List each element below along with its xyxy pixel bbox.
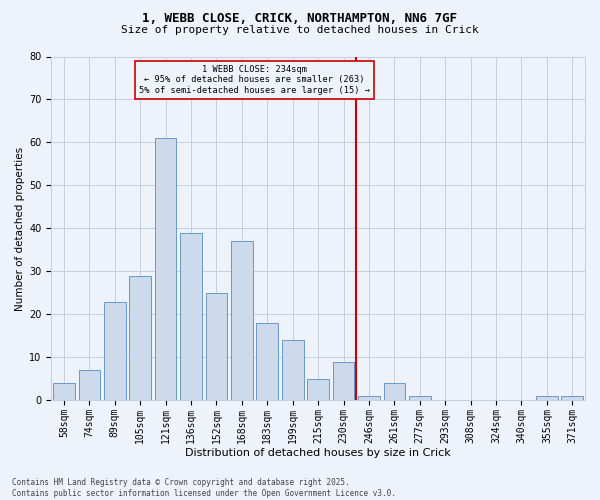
Bar xyxy=(130,276,151,400)
Text: Size of property relative to detached houses in Crick: Size of property relative to detached ho… xyxy=(121,25,479,35)
Text: Contains HM Land Registry data © Crown copyright and database right 2025.
Contai: Contains HM Land Registry data © Crown c… xyxy=(12,478,396,498)
Bar xyxy=(206,293,227,401)
Bar xyxy=(155,138,176,400)
Bar xyxy=(562,396,583,400)
X-axis label: Distribution of detached houses by size in Crick: Distribution of detached houses by size … xyxy=(185,448,451,458)
Bar xyxy=(307,379,329,400)
Bar xyxy=(180,233,202,400)
Bar xyxy=(409,396,431,400)
Bar xyxy=(53,383,75,400)
Bar xyxy=(358,396,380,400)
Bar xyxy=(256,323,278,400)
Bar xyxy=(231,242,253,400)
Bar xyxy=(79,370,100,400)
Bar xyxy=(536,396,557,400)
Text: 1 WEBB CLOSE: 234sqm
← 95% of detached houses are smaller (263)
5% of semi-detac: 1 WEBB CLOSE: 234sqm ← 95% of detached h… xyxy=(139,65,370,95)
Y-axis label: Number of detached properties: Number of detached properties xyxy=(15,146,25,310)
Text: 1, WEBB CLOSE, CRICK, NORTHAMPTON, NN6 7GF: 1, WEBB CLOSE, CRICK, NORTHAMPTON, NN6 7… xyxy=(143,12,458,26)
Bar xyxy=(383,383,405,400)
Bar xyxy=(333,362,355,401)
Bar xyxy=(104,302,125,400)
Bar xyxy=(282,340,304,400)
